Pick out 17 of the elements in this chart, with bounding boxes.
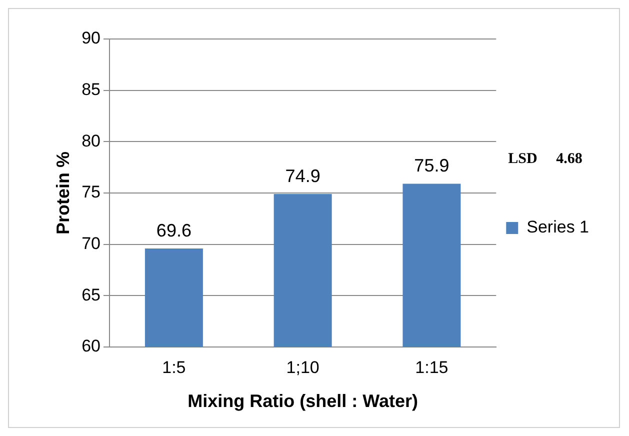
y-tick-label: 65 [82, 285, 101, 304]
y-tick-label: 80 [82, 131, 101, 150]
data-label: 69.6 [156, 220, 192, 240]
x-tick-label: 1;10 [286, 358, 320, 377]
y-tick-label: 75 [82, 182, 101, 202]
text: LSD 4.68 [508, 150, 582, 167]
legend-label: Series 1 [526, 218, 590, 237]
y-tick-label: 90 [82, 28, 101, 48]
x-axis-title: Mixing Ratio (shell : Water) [188, 391, 418, 412]
data-label: 75.9 [414, 156, 450, 176]
data-label: 74.9 [285, 166, 320, 186]
y-tick-label: 60 [82, 336, 101, 356]
y-tick-label: 85 [82, 80, 101, 100]
x-tick-label: 1:5 [162, 358, 186, 377]
x-tick-label: 1:15 [415, 358, 448, 377]
y-tick-label: 70 [82, 234, 101, 254]
y-axis-title: Protein % [52, 151, 73, 235]
